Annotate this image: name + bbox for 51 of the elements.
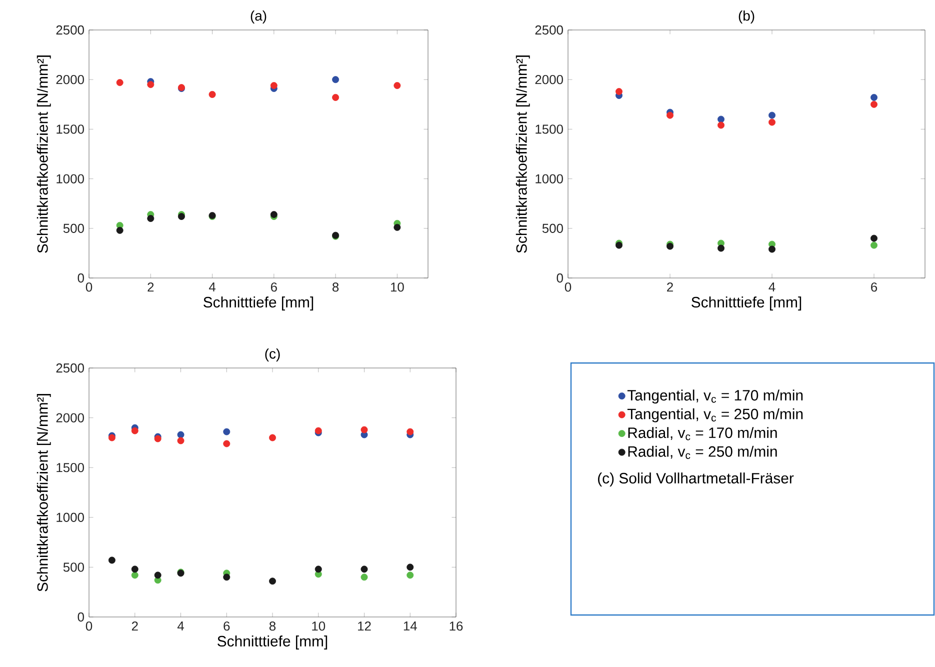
x-tick-label: 2 bbox=[132, 621, 138, 631]
chart-title: (c) bbox=[265, 348, 280, 362]
legend-label: Tangential, v$_{c}$ = 250 m/min bbox=[627, 408, 803, 422]
x-tick-label: 0 bbox=[86, 282, 92, 292]
x-tick-label: 2 bbox=[148, 282, 154, 292]
x-tick-label: 4 bbox=[208, 282, 216, 292]
x-tick-label: 16 bbox=[450, 621, 463, 631]
y-tick-label: 1500 bbox=[56, 462, 84, 472]
x-tick-label: 8 bbox=[332, 282, 339, 292]
x-axis-title: Schnitttiefe [mm] bbox=[204, 296, 314, 310]
x-tick-label: 0 bbox=[564, 282, 572, 292]
y-tick-label: 1000 bbox=[536, 174, 563, 184]
y-tick-label: 1500 bbox=[56, 124, 84, 134]
y-tick-label: 2000 bbox=[56, 413, 84, 422]
x-tick-label: 0 bbox=[86, 621, 92, 631]
legend-label: Radial, v$_{c}$ = 250 m/min bbox=[628, 446, 777, 459]
x-tick-label: 4 bbox=[177, 622, 184, 630]
x-tick-label: 10 bbox=[390, 282, 404, 292]
y-axis-title: Schnittkraftkoeffizient [N/mm²] bbox=[516, 56, 530, 253]
y-tick-label: 2500 bbox=[535, 25, 563, 35]
y-tick-label: 2500 bbox=[56, 363, 84, 373]
x-tick-label: 6 bbox=[270, 282, 277, 292]
y-axis-title: Schnittkraftkoeffizient [N/mm²] bbox=[36, 394, 51, 592]
legend-label: Tangential, v$_{c}$ = 170 m/min bbox=[627, 390, 803, 404]
y-tick-label: 2000 bbox=[56, 74, 84, 84]
y-tick-label: 0 bbox=[78, 612, 84, 622]
x-axis-title: Schnitttiefe [mm] bbox=[692, 296, 802, 310]
y-tick-label: 500 bbox=[63, 224, 84, 233]
x-tick-label: 6 bbox=[871, 282, 878, 292]
y-tick-label: 1000 bbox=[56, 512, 84, 522]
text: (c) Solid Vollhartmetall-Fräser bbox=[598, 472, 794, 486]
x-tick-label: 4 bbox=[768, 282, 776, 292]
chart-title: (a) bbox=[250, 10, 266, 24]
x-tick-label: 10 bbox=[312, 621, 326, 631]
y-tick-label: 0 bbox=[556, 273, 563, 283]
x-tick-label: 12 bbox=[358, 621, 371, 631]
y-axis-title: Schnittkraftkoeffizient [N/mm²] bbox=[36, 56, 51, 253]
x-tick-label: 8 bbox=[269, 621, 276, 631]
x-tick-label: 6 bbox=[224, 621, 230, 631]
x-axis-title: Schnitttiefe [mm] bbox=[218, 636, 328, 650]
chart-title: (b) bbox=[738, 10, 754, 24]
y-tick-label: 500 bbox=[542, 224, 563, 233]
y-tick-label: 1000 bbox=[56, 174, 84, 184]
y-tick-label: 500 bbox=[63, 562, 84, 572]
y-tick-label: 0 bbox=[78, 273, 84, 283]
y-tick-label: 2500 bbox=[56, 25, 84, 35]
x-tick-label: 14 bbox=[404, 622, 417, 630]
y-tick-label: 2000 bbox=[535, 74, 563, 84]
legend-label: Radial, v$_{c}$ = 170 m/min bbox=[628, 427, 777, 440]
y-tick-label: 1500 bbox=[536, 124, 563, 134]
x-tick-label: 2 bbox=[667, 282, 673, 292]
